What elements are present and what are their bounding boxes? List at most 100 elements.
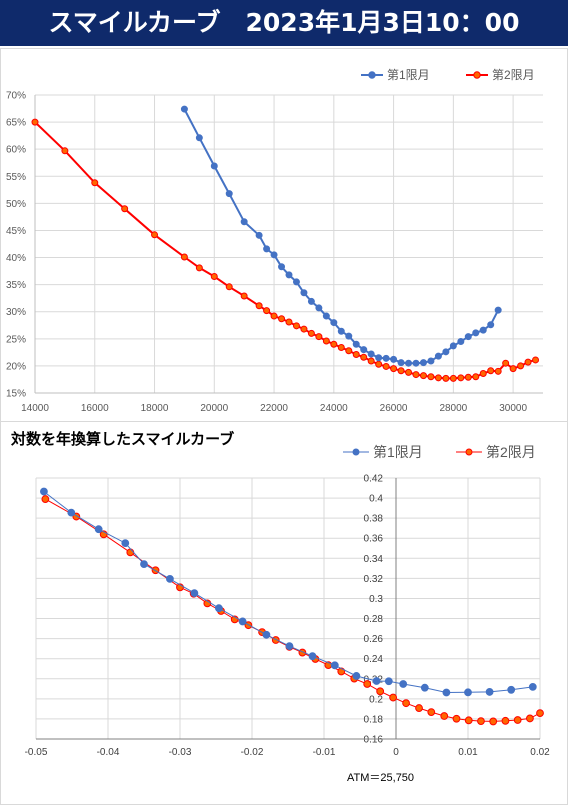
data-point-series-2 — [434, 374, 442, 382]
x-tick-label: 24000 — [320, 403, 348, 414]
data-point-series-1 — [210, 162, 218, 170]
data-point-series-2 — [292, 322, 300, 330]
data-point-series-2 — [390, 365, 398, 373]
y-tick-label: 70% — [6, 91, 26, 102]
data-point-series-1 — [457, 338, 465, 346]
data-point-series-1 — [238, 617, 247, 626]
y-tick-label: 45% — [6, 226, 26, 237]
data-point-series-2 — [479, 369, 487, 377]
y-tick-label: 0.32 — [364, 574, 384, 585]
y-tick-label: 35% — [6, 280, 26, 291]
data-point-series-1 — [330, 319, 338, 327]
data-point-series-2 — [427, 373, 435, 381]
data-point-series-2 — [61, 147, 69, 155]
data-point-series-2 — [419, 372, 427, 380]
data-point-series-2 — [360, 353, 368, 361]
x-tick-label: -0.02 — [241, 747, 264, 758]
data-point-series-2 — [363, 680, 372, 688]
chart-panel-smile-curve: 15% 20% 25% 30% 35% 40% 45% 50% 55% 60% 65% 70% 1400… — [0, 48, 568, 422]
y-tick-label: 0.16 — [364, 735, 384, 746]
data-point-series-2 — [41, 495, 50, 503]
y-tick-label: 55% — [6, 172, 26, 183]
y-tick-label: 0.36 — [364, 534, 384, 545]
data-point-series-2 — [195, 264, 203, 272]
data-point-series-2 — [502, 359, 510, 367]
data-point-series-1 — [372, 677, 381, 685]
data-point-series-1 — [166, 574, 174, 583]
legend-swatch-marker — [473, 71, 481, 79]
log-smile-curve-chart: 対数を年換算したスマイルカーブ0.160.180.20.220.240.260.… — [10, 430, 550, 784]
data-point-series-2 — [91, 179, 99, 187]
data-point-series-2 — [180, 253, 188, 261]
data-point-series-2 — [501, 716, 510, 725]
data-point-series-2 — [397, 367, 405, 375]
data-point-series-1 — [292, 278, 300, 286]
data-point-series-1 — [479, 326, 487, 334]
data-point-series-2 — [31, 118, 39, 126]
legend-swatch-marker — [368, 71, 376, 79]
data-point-series-1 — [419, 359, 427, 367]
data-point-series-1 — [464, 688, 472, 697]
data-point-series-1 — [278, 263, 286, 271]
x-tick-label: -0.05 — [25, 747, 48, 758]
data-point-series-1 — [382, 354, 390, 362]
data-point-series-1 — [528, 683, 537, 691]
data-point-series-2 — [285, 318, 293, 326]
data-point-series-2 — [375, 360, 383, 368]
x-tick-label: 16000 — [81, 403, 109, 414]
data-point-series-2 — [300, 325, 308, 333]
x-tick-label: 0.02 — [530, 747, 550, 758]
x-tick-label: 18000 — [141, 403, 169, 414]
x-tick-label: 22000 — [260, 403, 288, 414]
data-point-series-2 — [517, 362, 525, 370]
data-point-series-2 — [121, 205, 129, 213]
page-title: スマイルカーブ 2023年1月3日10：00 — [48, 8, 520, 37]
data-point-series-2 — [405, 368, 413, 376]
data-point-series-1 — [315, 304, 323, 312]
data-point-series-2 — [389, 693, 398, 702]
data-point-series-1 — [262, 630, 271, 639]
data-point-series-2 — [315, 333, 323, 341]
y-tick-label: 0.26 — [364, 634, 384, 645]
data-point-series-1 — [352, 340, 360, 348]
data-point-series-2 — [345, 347, 353, 355]
data-point-series-1 — [308, 652, 317, 661]
legend-label: 第1限月 — [373, 444, 423, 460]
data-point-series-2 — [452, 714, 461, 723]
data-point-series-1 — [399, 680, 408, 688]
data-point-series-2 — [457, 374, 465, 382]
data-point-series-2 — [126, 548, 135, 557]
y-tick-label: 0.42 — [364, 474, 384, 485]
data-point-series-2 — [376, 687, 385, 696]
y-tick-label: 60% — [6, 145, 26, 156]
title-banner: スマイルカーブ 2023年1月3日10：00 — [0, 0, 568, 46]
y-tick-label: 0.18 — [364, 714, 384, 725]
data-point-series-1 — [390, 355, 398, 363]
chart-title: 対数を年換算したスマイルカーブ — [10, 430, 234, 448]
data-point-series-1 — [255, 231, 263, 239]
data-point-series-1 — [412, 359, 420, 367]
data-point-series-2 — [464, 373, 472, 381]
legend-swatch-marker — [352, 448, 360, 456]
x-tick-label: 0.01 — [458, 747, 478, 758]
data-point-series-2 — [151, 231, 159, 239]
data-point-series-2 — [526, 714, 534, 723]
data-point-series-1 — [367, 350, 375, 358]
data-point-series-2 — [307, 329, 315, 337]
legend-label: 第2限月 — [492, 68, 535, 82]
legend-swatch-marker — [465, 448, 473, 456]
data-point-series-1 — [485, 688, 494, 696]
data-point-series-1 — [405, 359, 413, 367]
data-point-series-1 — [397, 359, 405, 367]
data-point-series-2 — [352, 351, 360, 359]
data-point-series-1 — [384, 677, 393, 686]
data-point-series-1 — [337, 327, 345, 335]
y-tick-label: 30% — [6, 307, 26, 318]
data-point-series-2 — [494, 367, 502, 375]
data-point-series-1 — [285, 271, 293, 279]
data-point-series-2 — [536, 709, 544, 718]
data-point-series-1 — [449, 342, 457, 350]
series-line-1 — [43, 491, 533, 694]
data-point-series-1 — [300, 289, 308, 297]
y-tick-label: 0.38 — [364, 514, 384, 525]
